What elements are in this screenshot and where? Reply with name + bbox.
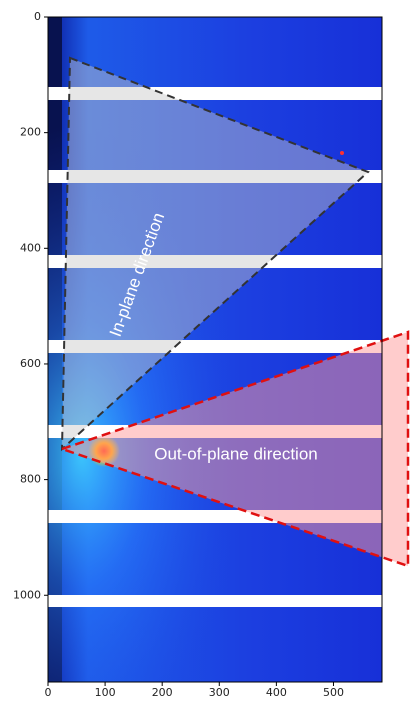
annotation: Out-of-plane direction (154, 444, 317, 463)
x-tick-label: 200 (152, 686, 173, 698)
y-tick-label: 200 (20, 126, 41, 139)
x-tick-label: 400 (266, 686, 287, 698)
y-tick-label: 600 (20, 357, 41, 370)
x-tick-label: 500 (323, 686, 344, 698)
x-tick-label: 300 (209, 686, 230, 698)
y-tick-label: 0 (34, 10, 41, 23)
x-tick-label: 100 (95, 686, 116, 698)
y-tick-label: 800 (20, 473, 41, 486)
y-tick-label: 1000 (13, 588, 41, 601)
x-tick-label: 0 (45, 686, 52, 698)
chart: In-plane direction Out-of-plane directio… (0, 0, 411, 698)
y-tick-label: 400 (20, 241, 41, 254)
